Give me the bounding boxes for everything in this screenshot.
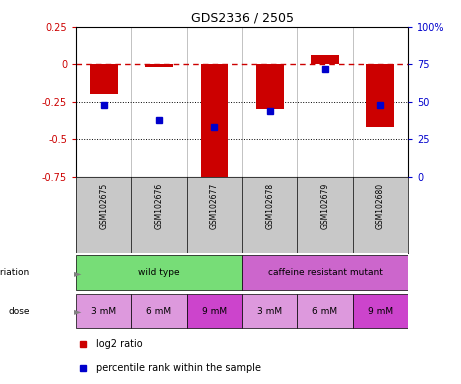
Text: dose: dose xyxy=(8,306,30,316)
Text: 6 mM: 6 mM xyxy=(147,306,171,316)
Text: caffeine resistant mutant: caffeine resistant mutant xyxy=(267,268,383,277)
Bar xyxy=(90,64,118,94)
Text: ►: ► xyxy=(74,306,82,316)
Text: GSM102675: GSM102675 xyxy=(99,183,108,229)
Bar xyxy=(353,294,408,328)
Bar xyxy=(201,64,228,181)
Bar xyxy=(366,64,394,127)
Text: 3 mM: 3 mM xyxy=(257,306,282,316)
Text: 9 mM: 9 mM xyxy=(202,306,227,316)
Text: 6 mM: 6 mM xyxy=(313,306,337,316)
Bar xyxy=(76,255,242,290)
Bar xyxy=(297,294,353,328)
Bar xyxy=(311,55,339,64)
Bar xyxy=(242,255,408,290)
Text: 3 mM: 3 mM xyxy=(91,306,116,316)
Bar xyxy=(145,64,173,67)
Text: GSM102680: GSM102680 xyxy=(376,183,385,229)
Text: GSM102676: GSM102676 xyxy=(154,183,164,229)
Title: GDS2336 / 2505: GDS2336 / 2505 xyxy=(190,11,294,24)
Text: 9 mM: 9 mM xyxy=(368,306,393,316)
Bar xyxy=(256,64,284,109)
Text: GSM102677: GSM102677 xyxy=(210,183,219,229)
Text: GSM102679: GSM102679 xyxy=(320,183,330,229)
Bar xyxy=(76,294,131,328)
Text: genotype/variation: genotype/variation xyxy=(0,268,30,277)
Bar xyxy=(242,294,297,328)
Text: ►: ► xyxy=(74,268,82,278)
Text: log2 ratio: log2 ratio xyxy=(96,339,142,349)
Text: percentile rank within the sample: percentile rank within the sample xyxy=(96,362,261,373)
Text: GSM102678: GSM102678 xyxy=(265,183,274,229)
Bar xyxy=(187,294,242,328)
Bar xyxy=(131,294,187,328)
Text: wild type: wild type xyxy=(138,268,180,277)
